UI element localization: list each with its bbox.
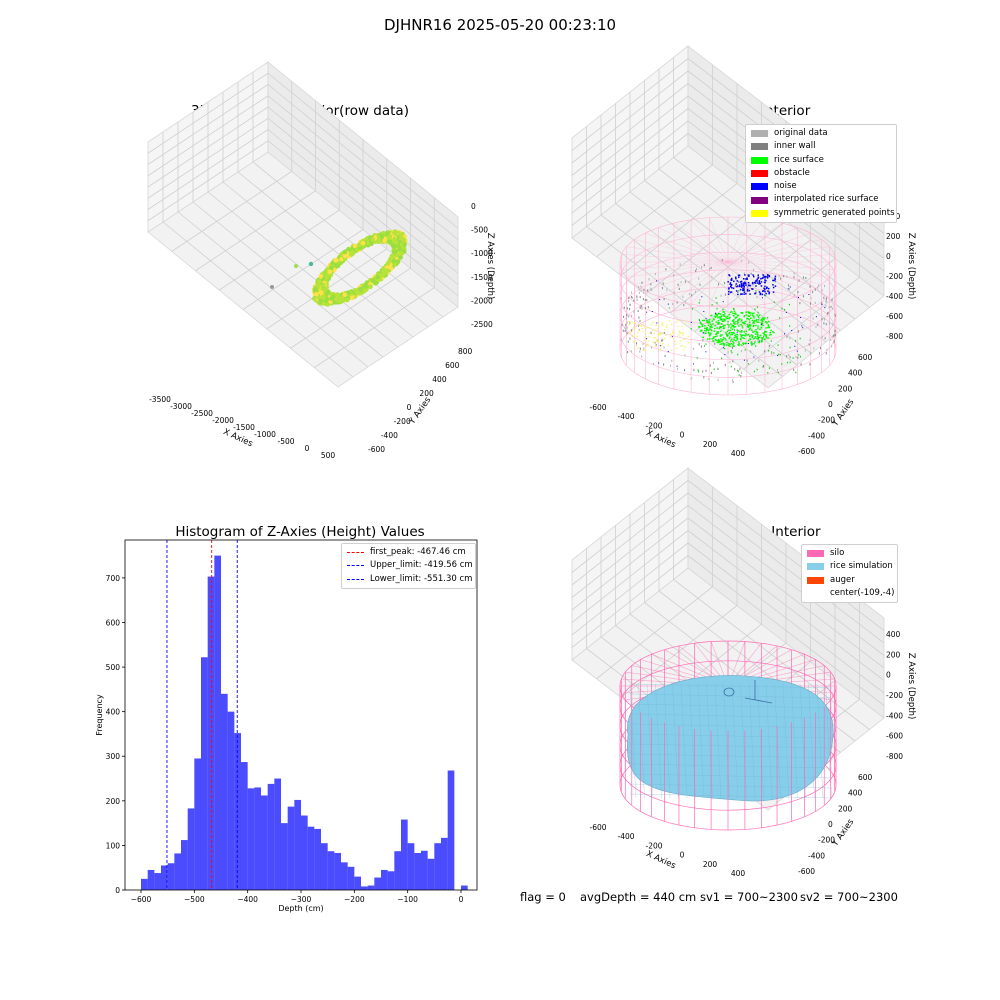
p4-z-tick: -800 [886,752,903,761]
p4-x-tick: 200 [703,860,718,869]
p4-z-tick: -200 [886,691,903,700]
grid-line [252,161,444,318]
p4-y-tick: -600 [798,867,815,876]
p4-x-tick: 400 [731,869,746,878]
p1-point [393,229,398,235]
status-sv1: sv1 = 700~2300 [700,890,798,904]
p1-point [344,297,350,303]
grid-line [267,95,459,252]
p4-zlabel: Z Axies (Depth) [906,653,916,720]
grid-line [314,287,435,368]
p1-point [314,291,320,297]
grid-line [147,84,269,165]
status-sv2: sv2 = 700~2300 [800,890,898,904]
p4-x-tick: -600 [589,823,606,832]
grid-line [267,72,459,229]
figure-title: DJHNR16 2025-05-20 00:23:10 [383,16,617,34]
grid-line [267,106,459,263]
p4-y-tick: 400 [848,789,863,798]
status-avg-depth: avgDepth = 440 cm [580,890,697,904]
grid-line [147,106,269,188]
p4-z-tick: -600 [886,732,903,741]
p4-z-tick: 400 [886,630,901,639]
p1-point [360,240,366,246]
plot4-legend: silo rice simulation auger center(-109,-… [801,544,898,604]
grid-line [222,181,414,338]
p4-z-tick: -400 [886,711,903,720]
p4-x-tick: -400 [617,832,634,841]
p4-z-tick: 0 [886,671,891,680]
p1-point [342,292,348,298]
p4-y-tick: 200 [838,804,853,813]
legend-item-rice-simulation: rice simulation [807,560,893,573]
p4-y-tick: 0 [828,820,833,829]
grid-line [237,171,429,328]
p4-y-tick: 600 [858,773,873,782]
p4-xlabel: X Axies [645,849,678,872]
p4-y-tick: -400 [808,851,825,860]
legend-item-auger: auger [807,574,892,587]
grid-line [290,267,411,349]
legend-item-silo: silo [807,547,892,560]
p1-point [381,271,387,277]
grid-line [267,84,459,240]
grid-line [207,191,399,348]
grid-line [147,72,269,154]
p4-ylabel: Y Axies [830,817,857,849]
p4-z-tick: 200 [886,650,901,659]
p1-point [395,259,401,265]
p4-x-tick: 0 [680,851,685,860]
grid-line [147,95,269,177]
status-flag: flag = 0 [520,890,566,904]
legend-item-center: center(-109,-4) [830,587,895,598]
